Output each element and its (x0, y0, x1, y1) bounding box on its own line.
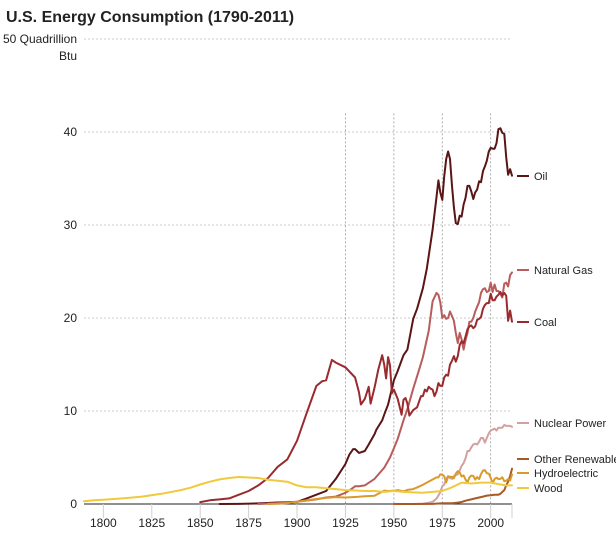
series-label-oil: Oil (534, 171, 547, 183)
y-tick-label: 10 (64, 404, 78, 418)
series-group (83, 127, 513, 505)
series-label-natural-gas: Natural Gas (534, 265, 593, 277)
x-tick-label: 1800 (90, 516, 117, 530)
series-label-coal: Coal (534, 317, 557, 329)
series-coal (199, 291, 513, 504)
series-hydroelectric (267, 469, 513, 505)
grid (84, 38, 512, 504)
series-oil (218, 127, 513, 505)
x-tick-label: 1825 (138, 516, 165, 530)
y-tick-label: 30 (64, 218, 78, 232)
series-other-renewables (392, 467, 513, 505)
y-tick-label: 20 (64, 311, 78, 325)
series-natural-gas (257, 271, 513, 505)
series-label-other-renewables: Other Renewables (534, 454, 616, 466)
y-axis-unit: Btu (59, 49, 77, 63)
series-nuclear-power (406, 423, 513, 505)
series-label-wood: Wood (534, 483, 563, 495)
series-wood (83, 476, 513, 503)
x-tick-label: 2000 (477, 516, 504, 530)
x-tick-label: 1925 (332, 516, 359, 530)
x-tick-label: 1975 (429, 516, 456, 530)
chart-title: U.S. Energy Consumption (1790-2011) (6, 9, 294, 26)
x-tick-label: 1875 (235, 516, 262, 530)
series-labels: Oil Natural Gas Coal Nuclear Power Other Ren… (517, 171, 616, 495)
x-tick-label: 1950 (381, 516, 408, 530)
x-tick-label: 1900 (284, 516, 311, 530)
x-tick-label: 1850 (187, 516, 214, 530)
y-tick-label: 0 (70, 497, 77, 511)
series-label-hydroelectric: Hydroelectric (534, 468, 599, 480)
series-label-nuclear-power: Nuclear Power (534, 418, 606, 430)
y-tick-label: 40 (64, 125, 78, 139)
y-axis-label: 50 Quadrillion (3, 32, 77, 46)
axes: 0 10 20 30 40 50 Quadrillion Btu 1800 1825 1850 18… (3, 32, 513, 530)
